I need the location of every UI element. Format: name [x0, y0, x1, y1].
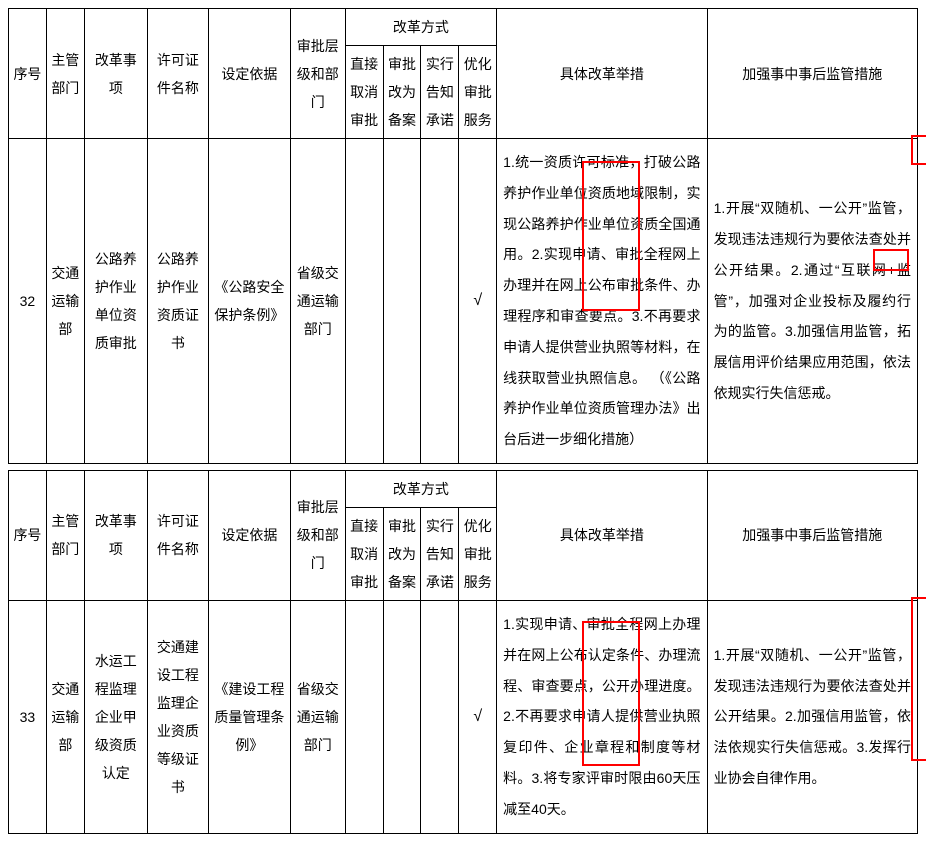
col-r2: 审批改为备案 — [383, 46, 421, 139]
reform-table: 序号主管部门改革事项许可证件名称设定依据审批层级和部门改革方式具体改革举措加强事… — [8, 8, 918, 464]
cell-r2 — [383, 600, 421, 833]
measures-text: 1.实现申请、审批全程网上办理并在网上公布认定条件、办理流程、审查要点，公开办理… — [503, 616, 700, 817]
col-r3: 实行告知承诺 — [421, 507, 459, 600]
col-r3: 实行告知承诺 — [421, 46, 459, 139]
col-cert: 许可证件名称 — [147, 470, 208, 600]
cell-basis: 《公路安全保护条例》 — [208, 139, 290, 464]
cell-r3 — [421, 600, 459, 833]
cell-cert: 公路养护作业资质证书 — [147, 139, 208, 464]
col-supervision: 加强事中事后监管措施 — [707, 9, 917, 139]
cell-seq: 32 — [9, 139, 47, 464]
col-dept: 主管部门 — [46, 9, 84, 139]
col-measures: 具体改革举措 — [497, 470, 707, 600]
col-r1: 直接取消审批 — [345, 46, 383, 139]
cell-measures: 1.统一资质许可标准，打破公路养护作业单位资质地域限制，实现公路养护作业单位资质… — [497, 139, 707, 464]
col-dept: 主管部门 — [46, 470, 84, 600]
col-supervision: 加强事中事后监管措施 — [707, 470, 917, 600]
cell-cert: 交通建设工程监理企业资质等级证书 — [147, 600, 208, 833]
cell-r3 — [421, 139, 459, 464]
cell-dept: 交通运输部 — [46, 600, 84, 833]
col-item: 改革事项 — [84, 470, 147, 600]
col-basis: 设定依据 — [208, 470, 290, 600]
col-level: 审批层级和部门 — [290, 9, 345, 139]
cell-item: 水运工程监理企业甲级资质认定 — [84, 600, 147, 833]
cell-measures: 1.实现申请、审批全程网上办理并在网上公布认定条件、办理流程、审查要点，公开办理… — [497, 600, 707, 833]
cell-level: 省级交通运输部门 — [290, 600, 345, 833]
col-measures: 具体改革举措 — [497, 9, 707, 139]
cell-r4: √ — [459, 600, 497, 833]
reform-table: 序号主管部门改革事项许可证件名称设定依据审批层级和部门改革方式具体改革举措加强事… — [8, 470, 918, 834]
col-seq: 序号 — [9, 470, 47, 600]
cell-seq: 33 — [9, 600, 47, 833]
cell-basis: 《建设工程质量管理条例》 — [208, 600, 290, 833]
cell-r2 — [383, 139, 421, 464]
cell-supervision: 1.开展“双随机、一公开”监管，发现违法违规行为要依法查处并公开结果。2.通过“… — [707, 139, 917, 464]
cell-r1 — [345, 139, 383, 464]
col-r4: 优化审批服务 — [459, 507, 497, 600]
col-level: 审批层级和部门 — [290, 470, 345, 600]
col-cert: 许可证件名称 — [147, 9, 208, 139]
col-basis: 设定依据 — [208, 9, 290, 139]
cell-r4: √ — [459, 139, 497, 464]
measures-text: 1.统一资质许可标准，打破公路养护作业单位资质地域限制，实现公路养护作业单位资质… — [503, 154, 700, 447]
col-reform-group: 改革方式 — [345, 9, 497, 46]
cell-r1 — [345, 600, 383, 833]
cell-level: 省级交通运输部门 — [290, 139, 345, 464]
col-r1: 直接取消审批 — [345, 507, 383, 600]
col-r2: 审批改为备案 — [383, 507, 421, 600]
cell-supervision: 1.开展“双随机、一公开”监管，发现违法违规行为要依法查处并公开结果。2.加强信… — [707, 600, 917, 833]
col-item: 改革事项 — [84, 9, 147, 139]
cell-dept: 交通运输部 — [46, 139, 84, 464]
col-r4: 优化审批服务 — [459, 46, 497, 139]
col-seq: 序号 — [9, 9, 47, 139]
cell-item: 公路养护作业单位资质审批 — [84, 139, 147, 464]
col-reform-group: 改革方式 — [345, 470, 497, 507]
